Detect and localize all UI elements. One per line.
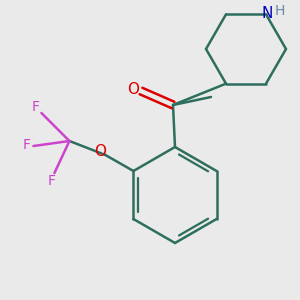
Text: F: F (47, 174, 56, 188)
Text: H: H (275, 4, 285, 18)
Text: O: O (94, 143, 106, 158)
Text: O: O (127, 82, 139, 97)
Text: N: N (261, 6, 273, 21)
Text: F: F (22, 138, 30, 152)
Text: F: F (32, 100, 39, 114)
